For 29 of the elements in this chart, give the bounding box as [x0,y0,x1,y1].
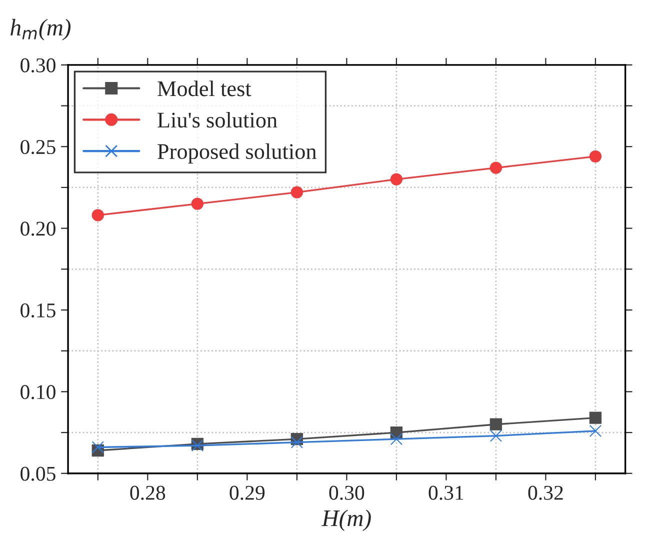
text: 0.10 [20,385,56,400]
x-tick-label: 0.28 [130,486,166,500]
text: 0.30 [20,58,56,72]
y-tick-label: 0.15 [20,303,56,318]
point [490,430,502,442]
point [92,441,104,454]
point [290,186,303,198]
point [589,424,602,437]
point [589,412,602,424]
point [92,209,104,222]
x-tick-label: 0.29 [230,486,265,500]
point [490,162,502,174]
text: 0.30 [329,486,364,500]
y-tick-label: 0.25 [20,140,56,154]
legend-label: Model test [158,80,252,96]
point [390,173,403,186]
point [490,418,502,430]
y-tick-label: 0.05 [20,466,56,481]
legend-label: Proposed solution [158,143,316,164]
x-tick-label: 0.31 [428,486,464,500]
legend-label: Liu's solution [158,112,278,128]
point [191,198,204,210]
point [290,436,303,448]
text: 0.20 [20,222,56,236]
x-tick-label: 0.32 [528,486,563,500]
point [589,150,602,162]
point [390,432,403,446]
x-axis-title: H(m) [322,510,371,532]
y-axis-title: h$_{m}$(m) [10,18,71,40]
